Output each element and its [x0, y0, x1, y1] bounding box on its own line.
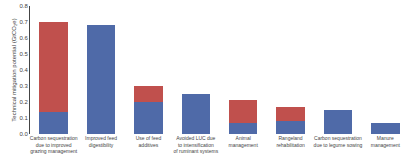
svg-text:Improved feeddigestibility: Improved feeddigestibility [85, 135, 117, 148]
svg-text:0.2: 0.2 [19, 99, 28, 105]
svg-text:Carbon sequestrationdue to leg: Carbon sequestrationdue to legume sowing [314, 135, 363, 148]
svg-text:0.3: 0.3 [19, 83, 28, 89]
svg-text:0.0: 0.0 [19, 131, 28, 137]
svg-text:0.4: 0.4 [19, 67, 28, 73]
svg-text:0.6: 0.6 [19, 35, 28, 41]
svg-text:Avoided LUC dueto intensificat: Avoided LUC dueto intensificationof rumi… [173, 135, 218, 154]
svg-text:0.1: 0.1 [19, 115, 28, 121]
svg-text:Rangelandrehabilitation: Rangelandrehabilitation [276, 135, 305, 148]
svg-text:Technical mitigation potential: Technical mitigation potential (GtCO₂e) [11, 18, 17, 121]
svg-text:0.7: 0.7 [19, 19, 28, 25]
svg-text:Carbon sequestrationdue to imp: Carbon sequestrationdue to improvedgrazi… [30, 135, 78, 154]
svg-text:Manuremanagement: Manuremanagement [371, 135, 401, 148]
svg-text:Use of feedadditives: Use of feedadditives [136, 135, 162, 148]
svg-text:0.5: 0.5 [19, 51, 28, 57]
svg-text:Animalmanagement: Animalmanagement [229, 135, 259, 148]
svg-text:0.8: 0.8 [19, 3, 28, 9]
